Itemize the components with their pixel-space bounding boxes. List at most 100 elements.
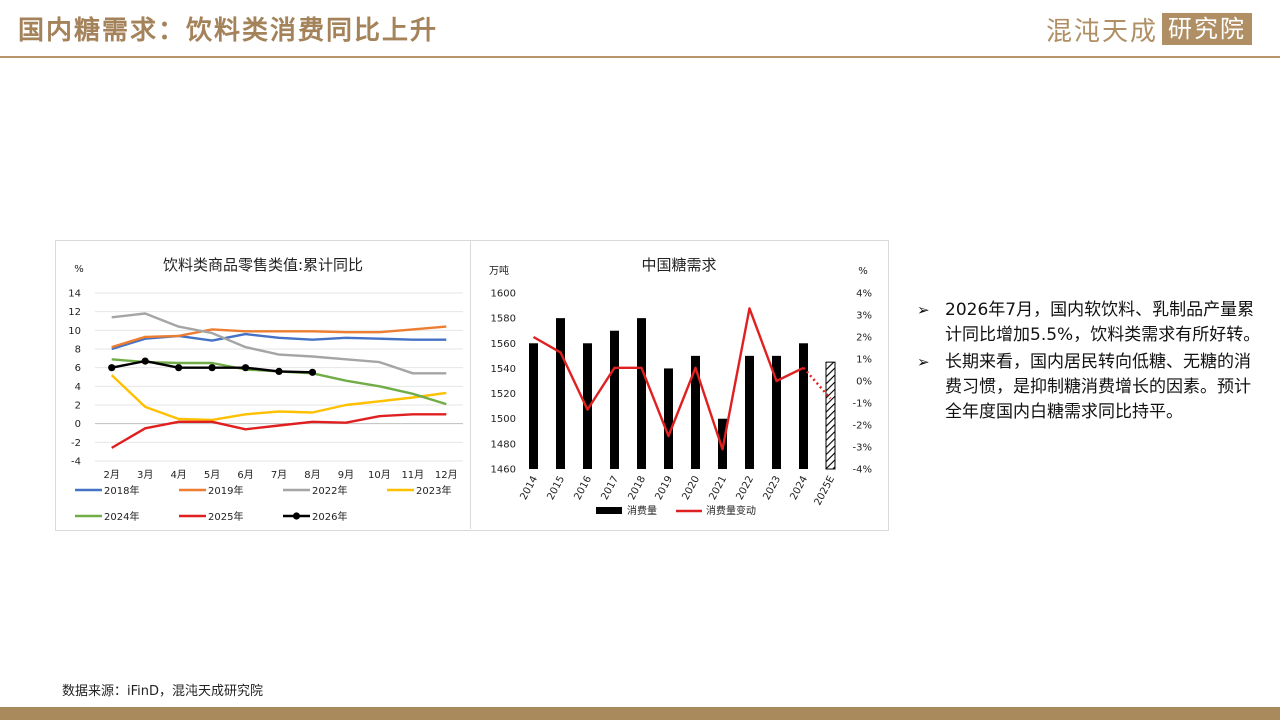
chart2-y2-unit: % [858,266,868,277]
chart2-bar [583,343,592,469]
chart1-series-line [111,325,447,349]
bullet-text: 长期来看，国内居民转向低糖、无糖的消费习惯，是抑制糖消费增长的因素。预计全年度国… [945,352,1251,422]
chart1-legend-label: 2023年 [416,484,451,497]
chart-divider [470,240,471,529]
chart1-y-tick: 8 [75,345,81,356]
chart1-y-tick: 10 [68,326,81,337]
chart1-legend-label: 2019年 [208,484,243,497]
chart1-x-tick: 2月 [104,469,120,481]
data-source: 数据来源：iFinD，混沌天成研究院 [62,684,264,699]
logo-box-text: 研究院 [1162,13,1252,45]
chart1-legend-label: 2026年 [312,510,347,523]
chart1-y-tick: 2 [75,401,81,412]
page-title: 国内糖需求：饮料类消费同比上升 [18,16,439,46]
chart1-x-tick: 7月 [271,469,287,481]
chart1-x-tick: 3月 [137,469,153,481]
chart1-y-tick: 12 [68,307,81,318]
chart1-legend-label: 2024年 [104,510,139,523]
chart1-y-unit: % [74,264,84,275]
chart1-x-tick: 6月 [237,469,253,481]
chart2-y2-tick: 3% [856,311,872,322]
chart2-bar [745,355,754,469]
chart1-x-tick: 9月 [338,469,354,481]
logo-text: 混沌天成 [1045,16,1158,47]
chart1-y-tick: -4 [71,457,81,468]
chart1-legend-label: 2025年 [208,510,243,523]
chart2-x-tick: 2015 [545,474,567,502]
chart1-x-tick: 8月 [304,469,320,481]
chart2-x-tick: 2024 [788,474,810,502]
chart2-y2-tick: 1% [856,355,872,366]
chart1-series-line [111,413,447,449]
chart2-y2-tick: 0% [856,377,872,388]
chart1-series-marker [241,364,250,372]
chart1-legend-label: 2022年 [312,484,347,497]
chart2-y-unit: 万吨 [489,264,509,277]
chart1-y-tick: -2 [71,438,81,449]
chart1-series-marker [175,364,183,372]
chart2-y2-tick: -3% [853,443,872,454]
chart1-series-line [111,312,447,375]
chart1-x-tick: 4月 [170,469,186,481]
chart1-series-marker [141,357,149,365]
chart2-y-tick: 1580 [491,314,516,325]
chart1-y-tick: 6 [75,363,81,374]
chart2-change-line-forecast [802,367,832,400]
chart2-y2-tick: 2% [856,333,872,344]
bullet-text: 2026年7月，国内软饮料、乳制品产量累计同比增加5.5%，饮料类需求有所好转。 [945,300,1261,345]
chart1-series-marker [108,364,116,372]
bullet-item: ➢ 长期来看，国内居民转向低糖、无糖的消费习惯，是抑制糖消费增长的因素。预计全年… [917,350,1262,425]
chart1-series-marker [308,368,317,376]
chart1-x-tick: 10月 [368,469,391,481]
chart2-bar [772,355,781,469]
chart2-x-tick: 2014 [518,474,540,502]
chart2-x-tick: 2019 [653,474,675,502]
chart2-x-tick: 2021 [707,474,729,502]
chart2-x-tick: 2025E [813,474,838,507]
chart2-y-tick: 1540 [491,364,516,375]
chart2-y2-tick: -1% [853,399,872,410]
chart2-title: 中国糖需求 [641,256,716,274]
bottom-bar [0,707,1280,720]
company-logo: 混沌天成 研究院 [1045,12,1252,47]
chart2-x-tick: 2018 [626,474,648,502]
chart2-y-tick: 1500 [491,414,516,425]
chart1-x-tick: 12月 [435,469,458,481]
chart2-y2-tick: -2% [853,421,872,432]
chart2-bar [610,330,619,469]
chart2-legend-label: 消费量 [627,504,657,517]
chart2-change-line [532,307,805,451]
chart2-y-tick: 1460 [491,465,516,476]
chart1-title: 饮料类商品零售类值:累计同比 [163,256,363,274]
chart2-y-tick: 1600 [491,289,516,300]
arrow-bullet-icon: ➢ [917,353,930,371]
chart2-x-tick: 2017 [599,474,621,502]
chart2-y2-tick: -4% [853,465,872,476]
chart2-bar [664,368,673,469]
chart1-y-tick: 0 [75,419,81,430]
chart2-bar [691,355,700,469]
chart1-x-tick: 5月 [204,469,220,481]
bullet-item: ➢ 2026年7月，国内软饮料、乳制品产量累计同比增加5.5%，饮料类需求有所好… [917,298,1262,348]
chart2-bar [556,318,565,469]
chart1-series-line [110,374,447,422]
chart2-y-tick: 1560 [491,339,516,350]
chart2-x-tick: 2016 [572,474,594,502]
chart1-x-tick: 11月 [401,469,424,481]
chart1-series-marker [275,367,283,375]
chart2-bar [799,343,808,469]
commentary-bullets: ➢ 2026年7月，国内软饮料、乳制品产量累计同比增加5.5%，饮料类需求有所好… [917,298,1262,427]
chart1-y-tick: 4 [75,382,81,393]
arrow-bullet-icon: ➢ [917,301,930,319]
chart2-y2-tick: 4% [856,289,872,300]
title-divider [0,56,1280,58]
chart2-x-tick: 2022 [734,474,756,502]
chart1-series-marker [208,364,216,372]
chart2-bar [825,361,836,470]
chart1-legend-marker [292,512,301,520]
chart2-bar [637,318,646,469]
chart2-legend-label: 消费量变动 [706,504,756,517]
chart2-y-tick: 1520 [491,389,516,400]
chart2-bar [529,343,538,469]
